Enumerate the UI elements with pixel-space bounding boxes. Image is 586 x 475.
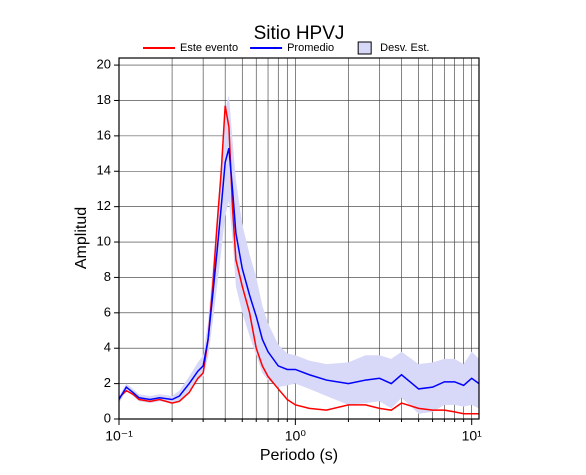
- series-line: [118, 105, 479, 415]
- legend-label: Promedio: [287, 42, 334, 54]
- chart-title: Sitio HPVJ: [254, 23, 345, 44]
- y-tick-label: 10: [97, 233, 111, 248]
- y-tick-label: 20: [97, 57, 111, 72]
- y-tick-label: 6: [104, 304, 111, 319]
- y-tick-label: 4: [104, 340, 111, 355]
- x-tick-label: 10⁻¹: [105, 428, 133, 444]
- series-line: [118, 148, 480, 401]
- legend-label: Este evento: [180, 42, 238, 54]
- y-tick-label: 0: [104, 410, 111, 425]
- x-tick-label: 10⁰: [285, 428, 307, 444]
- std-band: [119, 95, 479, 414]
- y-tick-label: 8: [104, 269, 111, 284]
- y-tick-label: 14: [97, 163, 111, 178]
- x-tick-label: 10¹: [462, 428, 483, 444]
- y-tick-label: 12: [97, 198, 111, 213]
- plot-frame: [118, 57, 480, 420]
- legend-swatch: [357, 41, 372, 55]
- legend-label: Desv. Est.: [380, 42, 429, 54]
- y-tick-label: 16: [97, 127, 111, 142]
- y-axis-label: Amplitud: [73, 207, 90, 269]
- y-tick-label: 2: [104, 375, 111, 390]
- x-axis-label: Periodo (s): [260, 447, 338, 464]
- y-tick-label: 18: [97, 92, 111, 107]
